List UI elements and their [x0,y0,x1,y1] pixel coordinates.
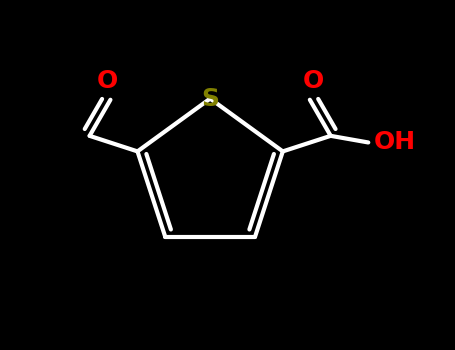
Text: S: S [201,86,219,111]
Text: O: O [303,69,324,93]
Text: OH: OH [374,131,415,154]
Text: O: O [96,69,117,93]
